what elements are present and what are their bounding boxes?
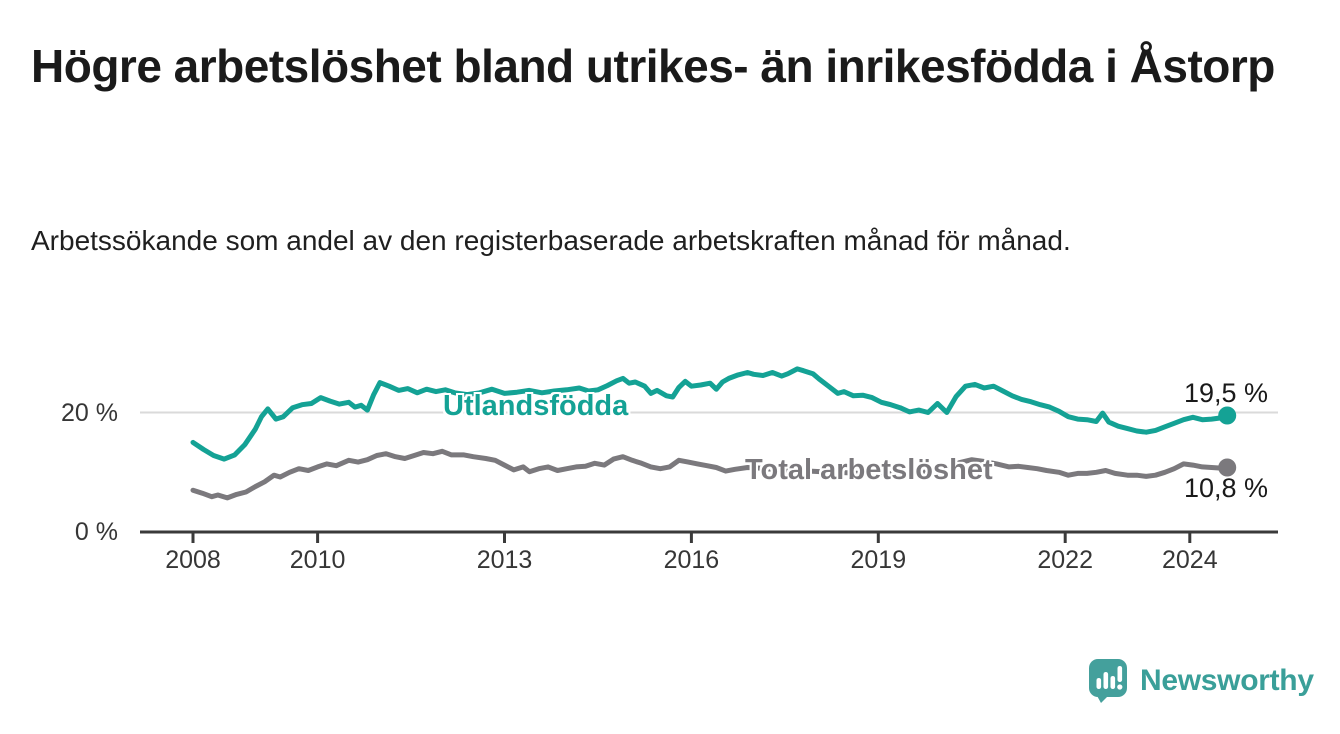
- brand-name: Newsworthy: [1140, 664, 1314, 697]
- y-axis-label-20: 20 %: [61, 399, 118, 427]
- x-tick-label-2013: 2013: [476, 546, 533, 574]
- x-tick-label-2019: 2019: [850, 546, 907, 574]
- end-value-label-total: 10,8 %: [1183, 473, 1268, 503]
- x-tick-label-2024: 2024: [1161, 546, 1218, 574]
- page-title: Högre arbetslöshet bland utrikes- än inr…: [31, 40, 1275, 92]
- series-end-dot-utlandsfodda: [1218, 406, 1237, 425]
- newsworthy-logo: Newsworthy: [1088, 658, 1314, 704]
- end-value-label-utlandsfodda: 19,5 %: [1183, 378, 1268, 408]
- speech-bubble-bar-chart-icon: [1089, 659, 1127, 703]
- chart-subtitle: Arbetssökande som andel av den registerb…: [31, 225, 1071, 256]
- x-tick-label-2016: 2016: [663, 546, 720, 574]
- x-tick-label-2010: 2010: [289, 546, 346, 574]
- y-axis-label-0: 0 %: [74, 518, 118, 546]
- x-tick-label-2008: 2008: [165, 546, 221, 574]
- x-tick-label-2022: 2022: [1037, 546, 1093, 574]
- series-label-utlandsfodda: Utlandsfödda: [443, 390, 629, 422]
- series-label-total-arbetsloshet: Total arbetslöshet: [745, 454, 993, 486]
